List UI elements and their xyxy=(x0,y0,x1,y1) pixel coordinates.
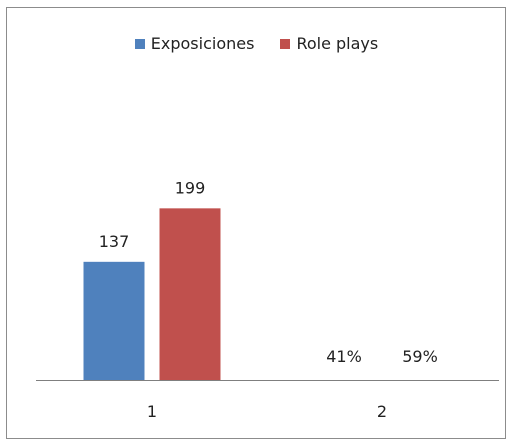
legend-label-exposiciones: Exposiciones xyxy=(150,34,255,53)
bars-layer xyxy=(83,208,221,380)
legend-swatch-role-plays xyxy=(280,38,291,49)
x-tick-label-2: 2 xyxy=(377,402,387,421)
bar-role-plays-cat-1 xyxy=(159,208,221,380)
chart-legend: Exposiciones Role plays xyxy=(0,34,513,53)
data-label-exposiciones-cat-1: 137 xyxy=(99,232,130,251)
data-label-role-plays-cat-2: 59% xyxy=(402,347,438,366)
labels-layer: 137 199 41% 59% xyxy=(99,178,438,366)
chart-border xyxy=(6,7,506,439)
bar-exposiciones-cat-1 xyxy=(83,261,145,380)
x-tick-label-1: 1 xyxy=(147,402,157,421)
legend-item-exposiciones: Exposiciones xyxy=(134,34,255,53)
data-label-exposiciones-cat-2: 41% xyxy=(326,347,362,366)
legend-item-role-plays: Role plays xyxy=(280,34,378,53)
data-label-role-plays-cat-1: 199 xyxy=(175,178,206,197)
legend-swatch-exposiciones xyxy=(134,38,145,49)
legend-label-role-plays: Role plays xyxy=(296,34,379,53)
